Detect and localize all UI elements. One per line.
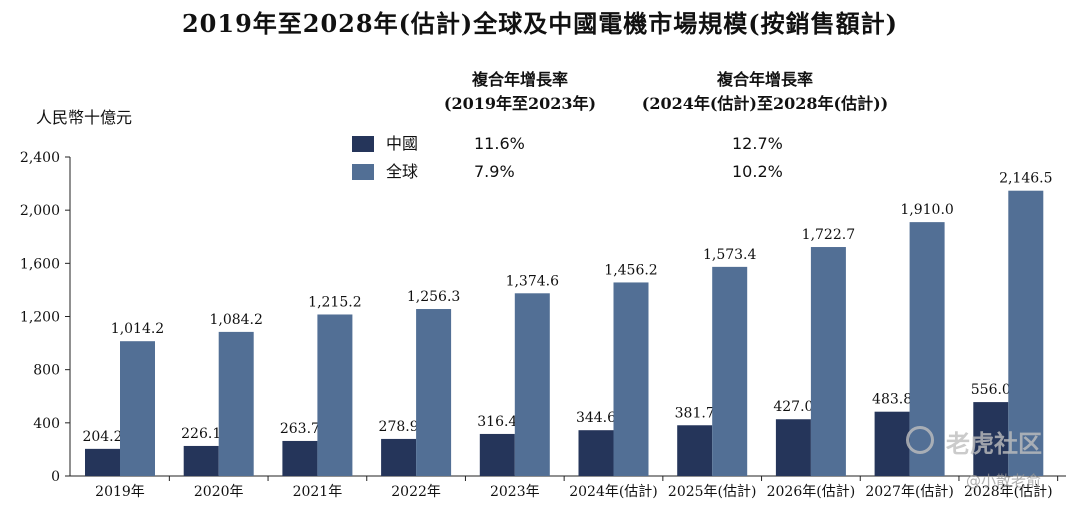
legend-swatch-china (352, 136, 374, 152)
x-tick-label: 2028年(估計) (964, 484, 1053, 500)
bar-china-8 (775, 419, 811, 476)
watermark-handle: @小散老俞 (966, 472, 1042, 490)
legend-label-global: 全球 (386, 162, 419, 181)
bar-china-7 (677, 425, 713, 476)
data-label-global-1: 1,014.2 (111, 321, 164, 337)
data-label-global-8: 1,722.7 (802, 227, 855, 243)
data-label-global-3: 1,215.2 (308, 294, 361, 310)
y-tick-label: 800 (33, 363, 60, 379)
data-label-china-6: 344.6 (576, 410, 616, 426)
cagr-global-period1: 7.9% (474, 162, 515, 181)
bar-china-10 (973, 402, 1009, 476)
data-label-china-4: 278.9 (379, 419, 419, 435)
y-tick-label: 400 (33, 416, 60, 432)
data-label-global-4: 1,256.3 (407, 289, 460, 305)
watermark-logo-icon (906, 426, 934, 454)
chart-title: 2019年至2028年(估計)全球及中國電機市場規模(按銷售額計) (181, 9, 898, 38)
x-tick-label: 2027年(估計) (865, 484, 954, 500)
bar-china-1 (85, 448, 120, 476)
x-tick-label: 2021年 (293, 484, 343, 500)
legend-row-china: 中國 11.6% 12.7% (352, 133, 812, 155)
cagr-header-period1: 複合年增長率 (2019年至2023年) (415, 68, 625, 116)
y-tick-label: 2,000 (20, 203, 60, 219)
data-label-china-2: 226.1 (181, 426, 221, 442)
bar-china-5 (479, 433, 515, 476)
x-tick-label: 2023年 (490, 484, 540, 500)
x-tick-label: 2024年(估計) (569, 484, 658, 500)
bar-global-4 (416, 309, 452, 476)
watermark-brand: 老虎社区 (946, 430, 1042, 458)
y-tick-label: 0 (51, 469, 60, 485)
cagr-header-period2: 複合年增長率 (2024年(估計)至2028年(估計)) (600, 68, 930, 116)
x-tick-label: 2019年 (95, 484, 145, 500)
data-label-china-10: 556.0 (971, 382, 1011, 398)
cagr-header-period1-line2: (2019年至2023年) (443, 94, 597, 113)
data-label-china-9: 483.8 (872, 392, 912, 408)
bar-global-7 (712, 266, 748, 476)
data-label-global-7: 1,573.4 (703, 247, 757, 263)
cagr-header-period2-line2: (2024年(估計)至2028年(估計)) (641, 94, 889, 113)
y-tick-label: 1,600 (20, 256, 60, 272)
bar-global-10 (1008, 190, 1044, 476)
bar-global-6 (613, 282, 649, 476)
cagr-china-period2: 12.7% (732, 134, 783, 153)
bar-china-9 (874, 411, 910, 476)
bar-global-5 (514, 293, 550, 476)
data-label-china-3: 263.7 (280, 421, 320, 437)
cagr-global-period2: 10.2% (732, 162, 783, 181)
cagr-header-period2-line1: 複合年增長率 (716, 70, 813, 89)
bar-global-3 (317, 314, 353, 476)
data-label-global-2: 1,084.2 (209, 312, 262, 328)
x-tick-label: 2022年 (391, 484, 441, 500)
x-tick-label: 2020年 (194, 484, 244, 500)
cagr-china-period1: 11.6% (474, 134, 525, 153)
y-tick-label: 1,200 (20, 310, 60, 326)
bar-global-8 (810, 247, 846, 476)
data-label-global-6: 1,456.2 (604, 262, 657, 278)
y-tick-label: 2,400 (20, 150, 60, 166)
bar-china-6 (578, 430, 614, 476)
data-label-china-1: 204.2 (82, 429, 122, 445)
bar-china-4 (381, 438, 417, 476)
data-label-global-9: 1,910.0 (900, 202, 953, 218)
bar-china-2 (183, 445, 219, 476)
legend-row-global: 全球 7.9% 10.2% (352, 161, 812, 183)
legend-swatch-global (352, 164, 374, 180)
y-axis-unit-label: 人民幣十億元 (36, 108, 133, 127)
data-label-china-5: 316.4 (477, 414, 517, 430)
bar-global-2 (218, 331, 254, 476)
cagr-header-period1-line1: 複合年增長率 (471, 70, 568, 89)
data-label-china-7: 381.7 (675, 405, 715, 421)
legend-label-china: 中國 (386, 134, 419, 153)
data-label-global-10: 2,146.5 (999, 171, 1052, 187)
x-tick-label: 2025年(估計) (668, 484, 757, 500)
data-label-global-5: 1,374.6 (506, 273, 560, 289)
data-label-china-8: 427.0 (773, 399, 813, 415)
bar-global-1 (120, 341, 155, 476)
x-tick-label: 2026年(估計) (767, 484, 856, 500)
bar-china-3 (282, 440, 318, 476)
